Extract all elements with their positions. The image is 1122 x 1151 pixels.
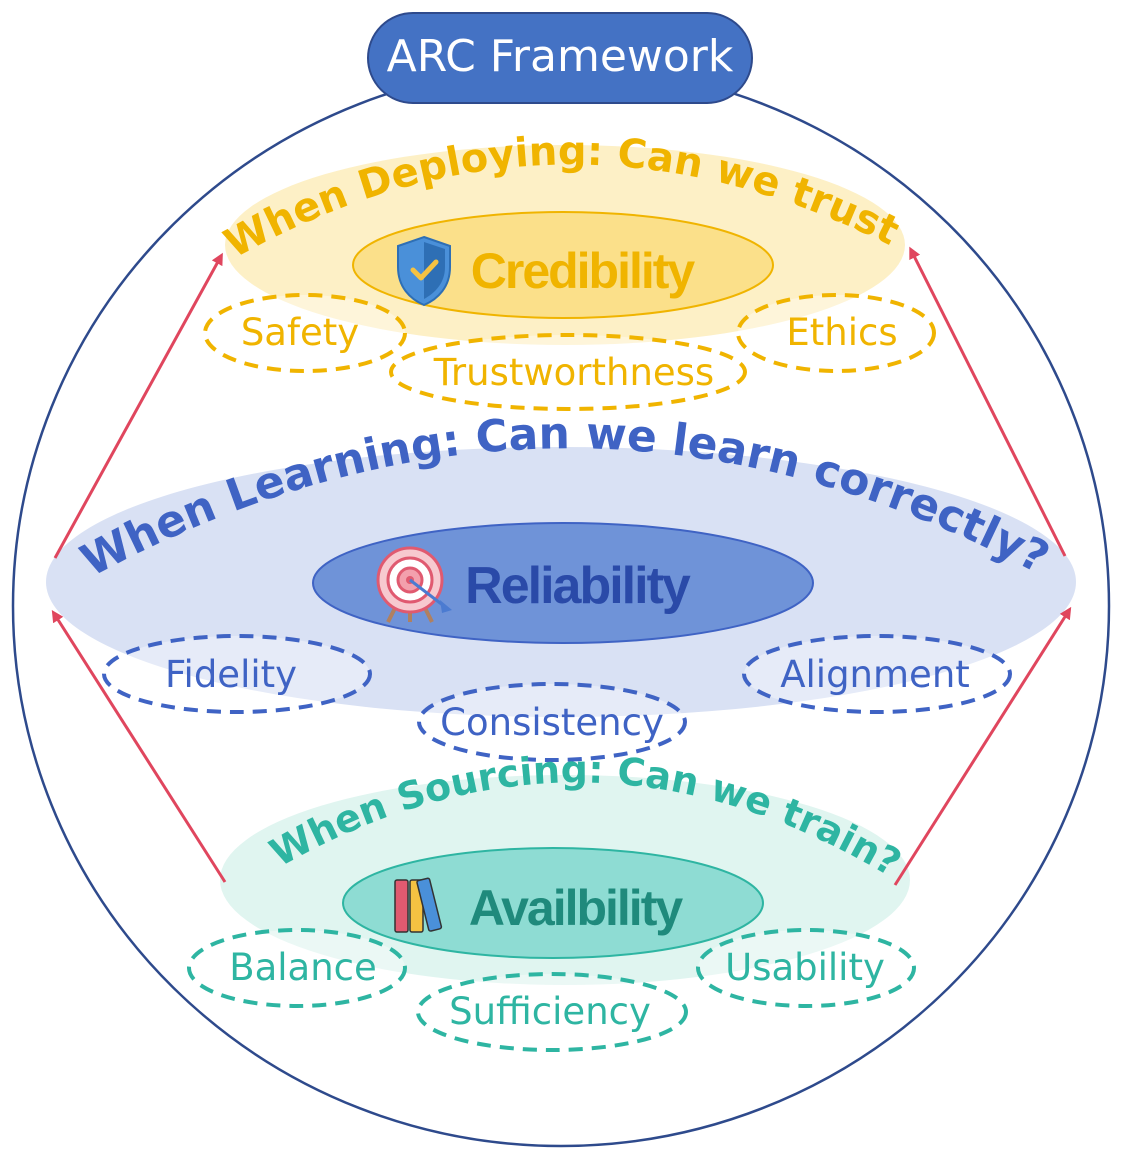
shield-check-icon — [397, 235, 451, 307]
availbility-label: Availbility — [469, 880, 684, 936]
aspect-trustworthness-bubble — [389, 333, 747, 411]
arrow-sourcing-to-learning-left — [51, 609, 227, 883]
aspect-sufficiency: Sufficiency — [449, 990, 651, 1033]
credibility-label: Credibility — [471, 243, 696, 299]
reliability-label: Reliability — [465, 557, 691, 615]
aspect-alignment-bubble — [742, 634, 1012, 714]
aspect-balance-bubble — [187, 928, 407, 1008]
availbility-core — [342, 847, 764, 959]
target-icon — [376, 546, 452, 623]
arrow-learning-to-deploying-left — [53, 252, 223, 559]
aspect-consistency: Consistency — [440, 701, 664, 744]
aspect-balance: Balance — [229, 946, 377, 989]
aspect-alignment: Alignment — [780, 653, 970, 696]
aspect-ethics-bubble — [736, 293, 936, 373]
page-title: ARC Framework — [387, 31, 734, 82]
aspect-safety: Safety — [241, 311, 359, 354]
aspect-fidelity-bubble — [102, 634, 372, 714]
aspect-sufficiency-bubble — [416, 972, 688, 1052]
aspect-trustworthness: Trustworthness — [433, 351, 714, 394]
books-icon — [394, 877, 443, 933]
aspect-safety-bubble — [203, 293, 407, 373]
arrow-sourcing-to-learning-right — [893, 606, 1072, 886]
aspect-usability-bubble — [696, 928, 916, 1008]
aspect-consistency-bubble — [417, 682, 687, 762]
arrow-learning-to-deploying-right — [909, 246, 1067, 557]
credibility-core — [352, 211, 774, 319]
reliability-core — [312, 522, 814, 644]
aspect-ethics: Ethics — [786, 311, 897, 354]
title-pill — [367, 12, 753, 104]
aspect-usability: Usability — [725, 946, 885, 989]
aspect-fidelity: Fidelity — [165, 653, 297, 696]
